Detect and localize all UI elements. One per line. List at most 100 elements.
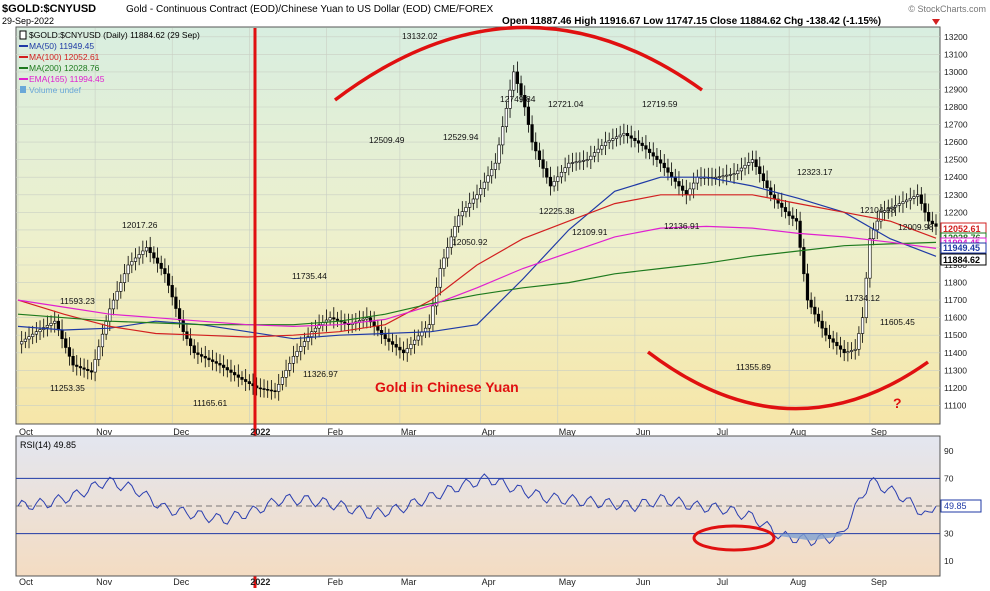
candle-body (383, 334, 387, 340)
y-tick-label: 12600 (944, 137, 968, 147)
candle-body (787, 211, 791, 217)
candle-body (846, 351, 850, 354)
x-tick-label: Oct (19, 427, 34, 437)
candle-body (523, 94, 527, 108)
candle-body (155, 257, 160, 264)
legend-item: MA(100) 12052.61 (29, 52, 100, 62)
candle-body (596, 148, 600, 153)
price-label: 11165.61 (193, 398, 227, 408)
price-label: 12009.98 (898, 222, 934, 232)
candle-body (879, 212, 883, 222)
price-x-axis: Oct Nov Dec 2022 Feb Mar Apr May Jun Jul Aug Sep (19, 427, 887, 437)
candle-body (468, 202, 472, 208)
candle-body (126, 264, 130, 275)
candle-body (882, 210, 887, 213)
rsi-oversold-fill (770, 533, 845, 541)
candle-body (20, 341, 24, 345)
down-triangle-icon (932, 19, 940, 25)
price-label: 12136.91 (664, 221, 700, 231)
candle-body (442, 257, 446, 269)
candle-body (137, 254, 141, 259)
x-tick-label: Sep (871, 577, 887, 587)
candle-body (170, 285, 174, 298)
candle-body (714, 176, 718, 179)
question-mark-annotation: ? (893, 395, 902, 411)
price-label: 12225.38 (539, 206, 575, 216)
candle-body (372, 321, 376, 327)
candle-body (581, 160, 586, 162)
candle-body (640, 142, 644, 146)
candle-body (501, 126, 505, 146)
candle-body (56, 320, 60, 331)
value-tag (940, 242, 987, 254)
x-tick-label: May (559, 427, 577, 437)
candle-body (813, 306, 817, 315)
candle-body (655, 155, 659, 160)
bottom-arc-annotation (646, 350, 930, 411)
y-tick-label: 13000 (944, 67, 968, 77)
candle-body (504, 108, 508, 127)
candle-body (526, 106, 531, 125)
candle-body (299, 346, 303, 352)
candle-body (313, 327, 318, 333)
candle-body (23, 338, 27, 342)
candle-body (868, 238, 872, 279)
candle-body (743, 164, 747, 169)
candle-body (622, 133, 626, 136)
candle-body (240, 377, 244, 380)
candle-body (791, 215, 795, 219)
chart-date: 29-Sep-2022 (2, 16, 54, 26)
candle-body (365, 317, 369, 320)
candle-body (905, 199, 909, 203)
candle-body (662, 162, 666, 169)
candle-body (732, 173, 736, 176)
y-tick-label: 11400 (944, 348, 967, 358)
candle-body (280, 377, 284, 385)
candle-body (747, 162, 751, 166)
candle-body (805, 273, 810, 301)
candle-body (530, 124, 534, 143)
candle-body (390, 341, 395, 345)
candle-body (835, 341, 839, 347)
candle-body (633, 137, 637, 142)
chart-description: Gold - Continuous Contract (EOD)/Chinese… (126, 4, 493, 15)
y-tick-label: 13200 (944, 32, 968, 42)
price-label: 12509.49 (369, 135, 405, 145)
x-tick-label: Aug (790, 577, 806, 587)
ohlc-readout: Open 11887.46 High 11916.67 Low 11747.15… (502, 16, 881, 27)
y-tick-label: 12500 (944, 155, 968, 165)
candle-body (394, 344, 398, 348)
candle-body (457, 215, 461, 227)
rsi-tick-label: 70 (944, 473, 954, 483)
candle-body (82, 367, 86, 370)
candle-body (475, 194, 479, 200)
x-tick-label: Jul (717, 577, 729, 587)
rsi-tick-label: 10 (944, 556, 954, 566)
candle-body (78, 366, 83, 369)
y-tick-label: 11300 (944, 365, 967, 375)
candle-body (200, 354, 204, 357)
candle-body (783, 207, 788, 212)
candle-body (552, 181, 556, 187)
candle-body (446, 247, 450, 259)
candle-body (192, 345, 196, 354)
price-label: 11355.89 (736, 362, 771, 372)
candle-body (214, 361, 218, 364)
candle-body (853, 348, 857, 351)
value-tag-text: 11949.45 (943, 243, 980, 253)
y-tick-label: 12900 (944, 84, 968, 94)
candle-body (761, 173, 766, 182)
candle-body (284, 370, 288, 378)
candle-body (585, 159, 589, 161)
candle-body (570, 162, 575, 164)
candle-body (820, 320, 824, 329)
y-tick-label: 11800 (944, 278, 967, 288)
candle-body (405, 348, 409, 354)
candle-body (618, 134, 622, 138)
candle-body (368, 317, 373, 323)
candle-body (725, 174, 729, 177)
price-label: 12109.91 (572, 227, 608, 237)
price-legend: $GOLD:$CNYUSD (Daily) 11884.62 (29 Sep) … (19, 30, 200, 95)
x-tick-label: Sep (871, 427, 887, 437)
candle-body (875, 220, 879, 231)
